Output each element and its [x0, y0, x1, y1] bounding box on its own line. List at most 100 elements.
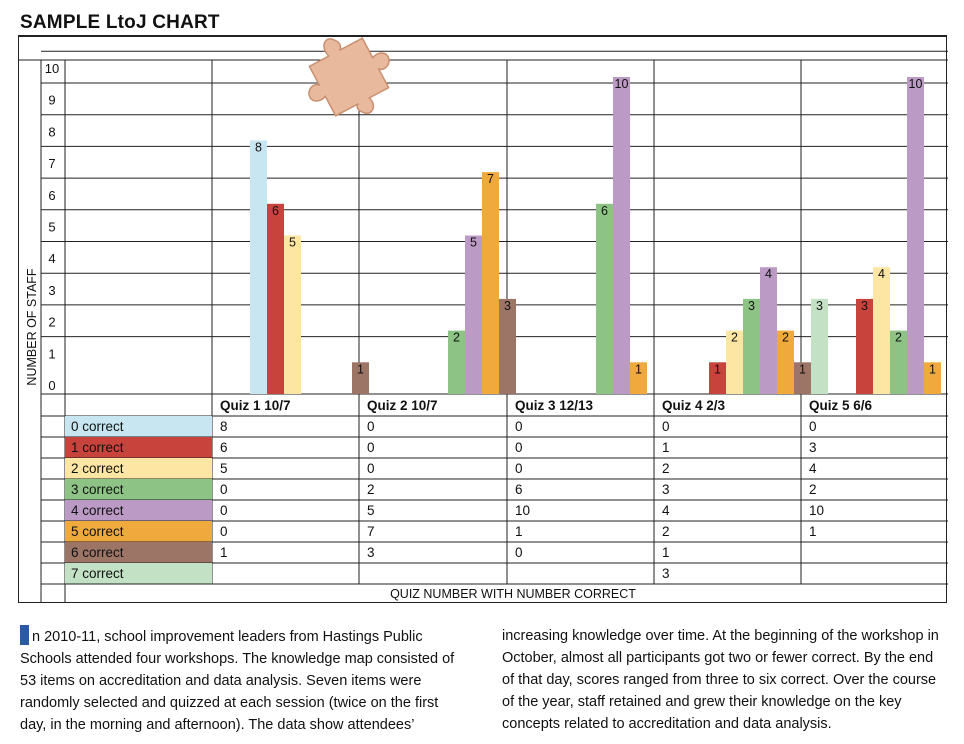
category-label: Quiz 4 2/3: [662, 398, 726, 413]
legend-label: 5 correct: [71, 524, 124, 539]
bar: [873, 267, 890, 394]
bar-data-label: 2: [782, 331, 789, 345]
table-cell: 1: [515, 524, 523, 539]
text-column-1: n 2010-11, school improvement leaders fr…: [20, 625, 465, 736]
bar-data-label: 4: [765, 267, 772, 281]
legend-swatch: [65, 500, 212, 521]
category-label: Quiz 3 12/13: [515, 398, 594, 413]
y-tick-label: 0: [48, 378, 55, 393]
bar: [596, 203, 613, 394]
legend-label: 4 correct: [71, 503, 124, 518]
bar-data-label: 6: [601, 204, 608, 218]
bar-data-label: 4: [878, 267, 885, 281]
puzzle-piece-icon: [308, 37, 390, 117]
text-column-2: increasing knowledge over time. At the b…: [502, 628, 939, 732]
legend-swatch: [65, 542, 212, 563]
bar-data-label: 3: [504, 299, 511, 313]
bar: [499, 298, 516, 394]
table-cell: 4: [662, 503, 670, 518]
table-cell: 5: [220, 461, 228, 476]
table-cell: 2: [662, 461, 670, 476]
table-cell: 10: [515, 503, 530, 518]
title-rule: [18, 35, 947, 37]
y-tick-label: 2: [48, 315, 55, 330]
table-cell: 0: [220, 482, 228, 497]
bar: [811, 298, 828, 394]
table-cell: 0: [367, 461, 375, 476]
table-cell: 1: [662, 440, 670, 455]
legend-label: 3 correct: [71, 482, 124, 497]
bar-data-label: 10: [615, 77, 629, 91]
bar-data-label: 6: [272, 204, 279, 218]
y-tick-label: 6: [48, 188, 55, 203]
legend-label: 6 correct: [71, 545, 124, 560]
legend-label: 7 correct: [71, 566, 124, 581]
legend-swatch: [65, 416, 212, 437]
table-cell: 2: [809, 482, 817, 497]
bar: [267, 203, 284, 394]
bar: [726, 330, 743, 394]
bar-data-label: 1: [357, 362, 364, 376]
chart-title: SAMPLE LtoJ CHART: [20, 12, 220, 33]
bar: [465, 235, 482, 394]
bar: [250, 140, 267, 394]
bar-data-label: 5: [470, 236, 477, 250]
legend-swatch: [65, 521, 212, 542]
y-tick-label: 9: [48, 93, 55, 108]
table-cell: 6: [220, 440, 228, 455]
table-cell: 5: [367, 503, 375, 518]
category-label: Quiz 1 10/7: [220, 398, 291, 413]
table-cell: 0: [515, 545, 523, 560]
table-cell: 0: [515, 461, 523, 476]
bar: [907, 77, 924, 394]
table-cell: 0: [220, 524, 228, 539]
category-label: Quiz 5 6/6: [809, 398, 873, 413]
table-cell: 1: [809, 524, 817, 539]
table-cell: 8: [220, 419, 228, 434]
legend-label: 0 correct: [71, 419, 124, 434]
bar: [448, 330, 465, 394]
bar-data-label: 1: [635, 362, 642, 376]
dropcap-bar: [20, 625, 29, 645]
bar-data-label: 2: [453, 331, 460, 345]
legend-swatch: [65, 458, 212, 479]
legend-label: 1 correct: [71, 440, 124, 455]
y-tick-label: 1: [48, 346, 55, 361]
y-axis-label: NUMBER OF STAFF: [25, 268, 39, 385]
bar-data-label: 1: [799, 362, 806, 376]
bar: [890, 330, 907, 394]
table-cell: 4: [809, 461, 817, 476]
table-cell: 3: [809, 440, 817, 455]
bar-data-label: 2: [895, 331, 902, 345]
table-cell: 3: [367, 545, 375, 560]
bar-data-label: 7: [487, 172, 494, 186]
bar-data-label: 3: [748, 299, 755, 313]
table-cell: 1: [662, 545, 670, 560]
bar: [709, 362, 726, 394]
table-cell: 10: [809, 503, 824, 518]
table-cell: 6: [515, 482, 523, 497]
bar: [352, 362, 369, 394]
legend-label: 2 correct: [71, 461, 124, 476]
bar-data-label: 5: [289, 236, 296, 250]
legend-swatch: [65, 479, 212, 500]
table-cell: 7: [367, 524, 375, 539]
y-tick-label: 4: [48, 251, 55, 266]
table-cell: 0: [515, 440, 523, 455]
y-tick-label: 5: [48, 220, 55, 235]
bar-data-label: 3: [816, 299, 823, 313]
bar: [856, 298, 873, 394]
y-tick-label: 3: [48, 283, 55, 298]
bar: [777, 330, 794, 394]
table-cell: 0: [220, 503, 228, 518]
bar: [482, 172, 499, 394]
y-tick-label: 8: [48, 124, 55, 139]
table-cell: 2: [662, 524, 670, 539]
bar-data-label: 3: [861, 299, 868, 313]
text-column-1-body: n 2010-11, school improvement leaders fr…: [20, 629, 455, 733]
chart-figure: 0 1 2 3 4 5 6 7 8 9 10 NUMBER OF STAFF 8 6 5 1 2 5 7 3 6 10 1 1…: [18, 37, 948, 603]
bar-data-label: 1: [929, 362, 936, 376]
bar-data-label: 2: [731, 331, 738, 345]
y-tick-label: 7: [48, 156, 55, 171]
